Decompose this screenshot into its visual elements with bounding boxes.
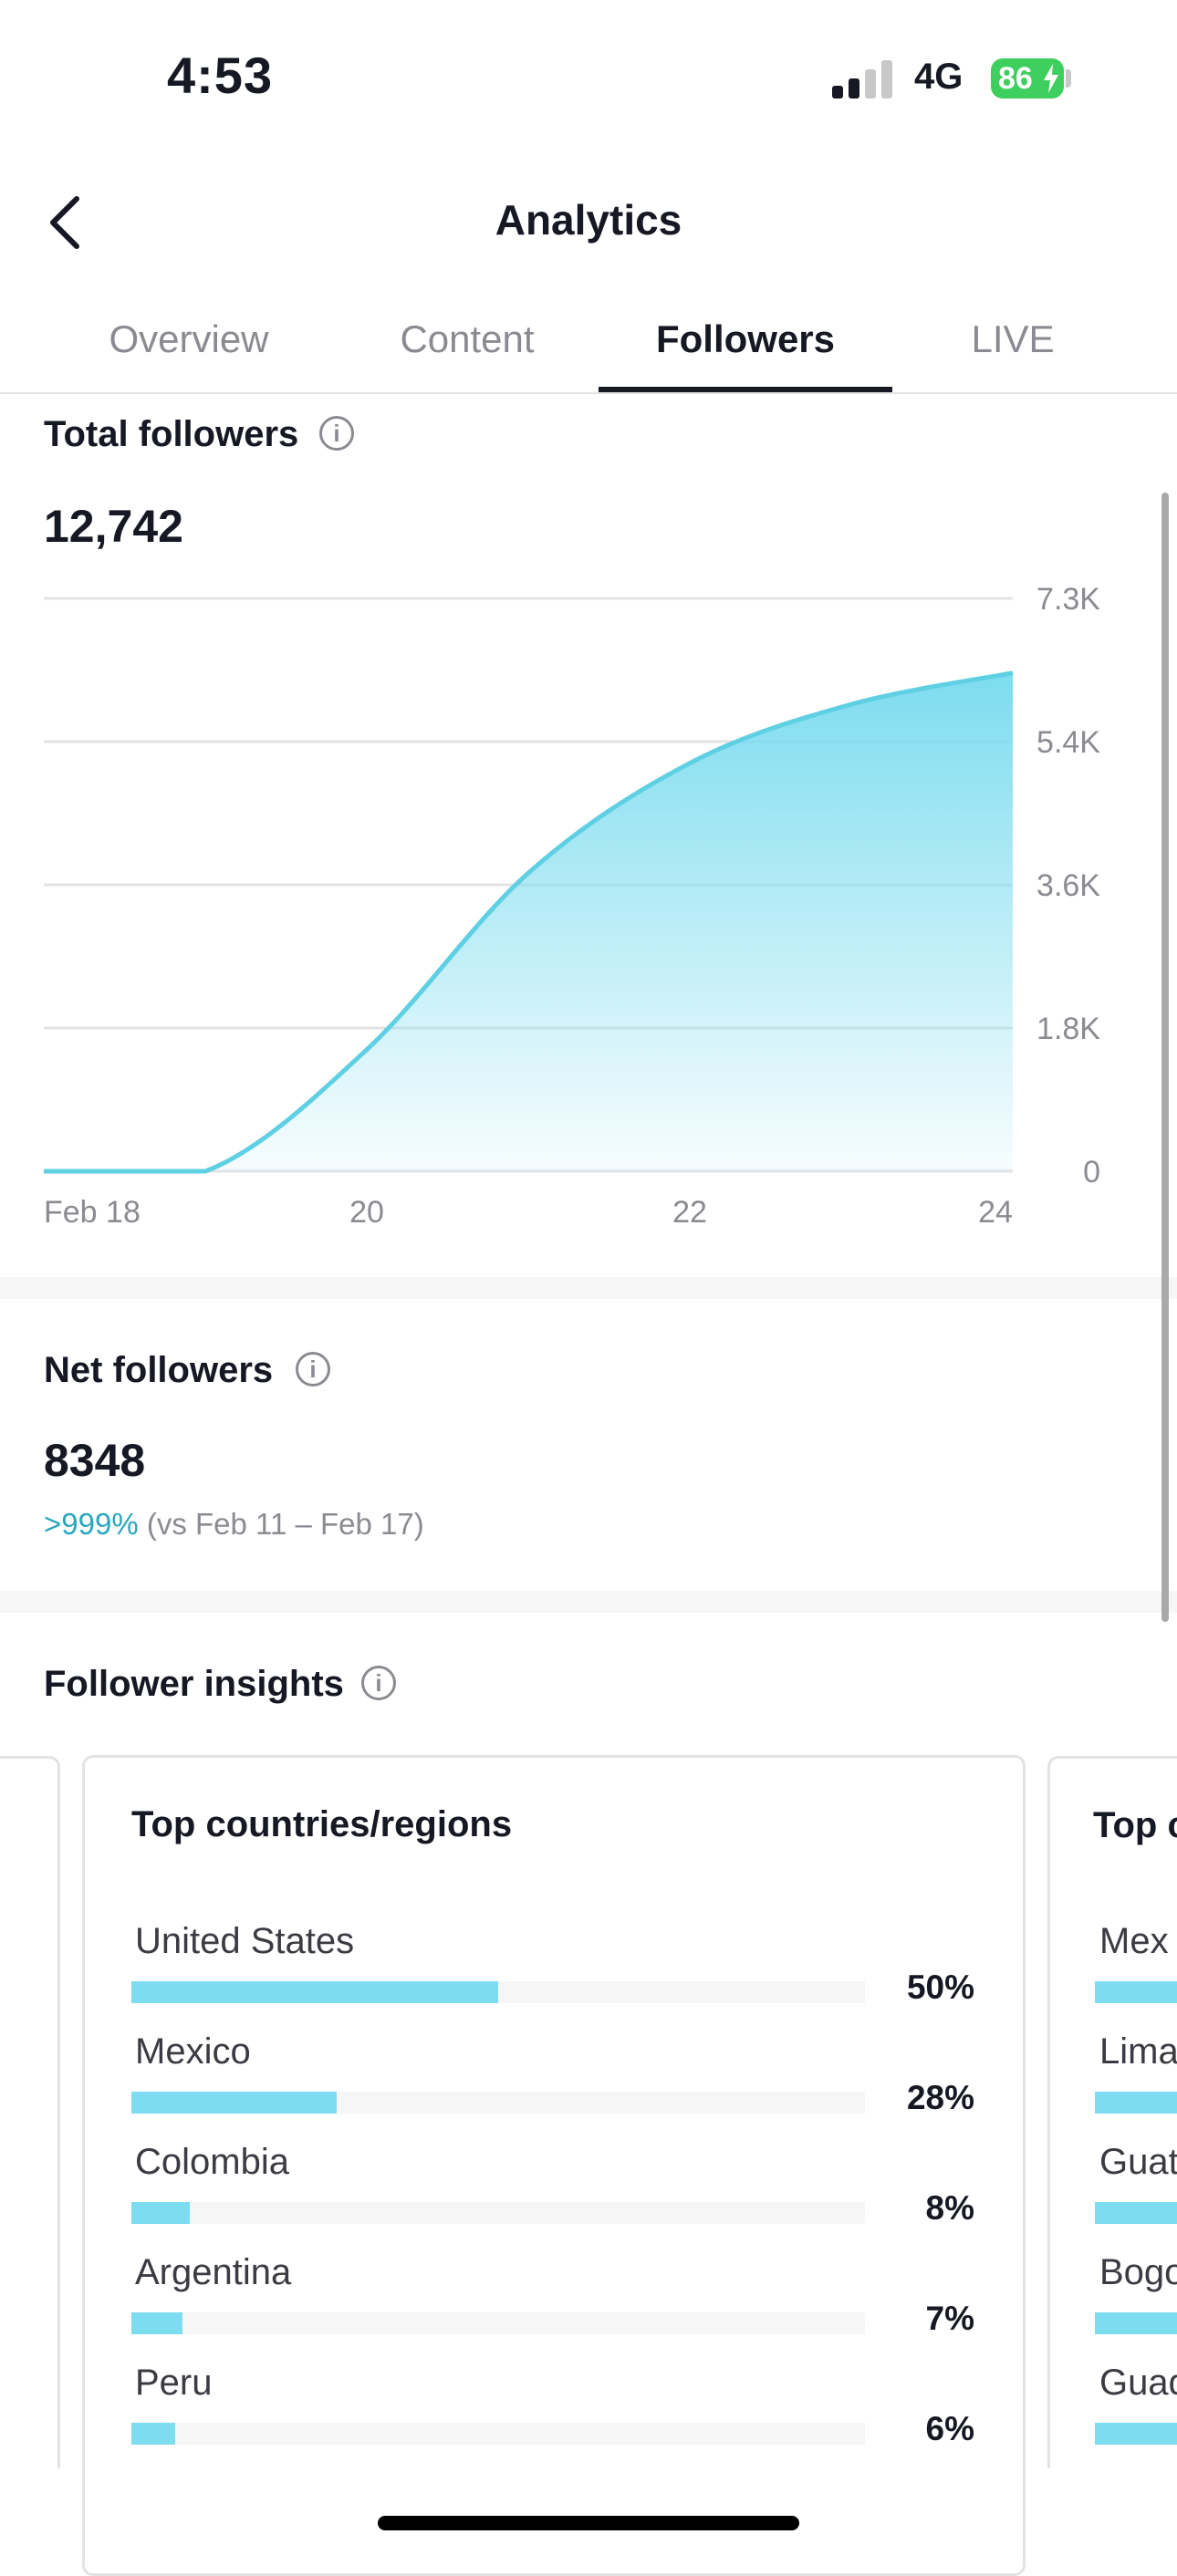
status-time: 4:53	[167, 47, 274, 104]
country-name: Argentina	[135, 2252, 292, 2292]
total-followers-value: 12,742	[44, 501, 183, 552]
country-percent: 28%	[906, 2079, 974, 2116]
x-tick-label: 20	[349, 1195, 384, 1230]
y-tick-label: 3.6K	[1036, 868, 1100, 903]
signal-icon	[832, 60, 896, 99]
city-name: Bogo	[1099, 2252, 1177, 2292]
country-bar-fill	[131, 2312, 182, 2334]
city-bar-fill	[1095, 2202, 1177, 2224]
y-tick-label: 1.8K	[1036, 1012, 1100, 1046]
city-bar-fill	[1095, 2092, 1177, 2114]
top-countries-title: Top countries/regions	[131, 1804, 513, 1844]
top-cities-title: Top c	[1093, 1805, 1177, 1845]
info-icon[interactable]: i	[296, 1352, 330, 1387]
scrollbar[interactable]	[1161, 493, 1169, 1622]
insight-card-previous[interactable]: % % % % %	[0, 1756, 64, 2468]
country-percent: 50%	[906, 1968, 974, 2006]
total-followers-chart: 0 1.8K 3.6K 5.4K 7.3K Feb 18 20 22 24	[44, 582, 1100, 1230]
tab-live[interactable]: LIVE	[971, 317, 1055, 360]
active-tab-indicator	[599, 387, 892, 392]
insight-card-next[interactable]: Top c Mex Lima Guat Bogo Guad	[1047, 1756, 1177, 2468]
total-followers-title: Total followers	[44, 414, 299, 454]
chart-y-axis-labels: 0 1.8K 3.6K 5.4K 7.3K	[1036, 582, 1100, 1189]
x-tick-label: Feb 18	[44, 1195, 141, 1230]
city-name: Guad	[1099, 2363, 1177, 2403]
battery-icon: 86	[991, 58, 1064, 99]
city-bar-fill	[1095, 2312, 1177, 2334]
country-bar-fill	[131, 2092, 337, 2114]
growth-comparison: (vs Feb 11 – Feb 17)	[146, 1507, 424, 1541]
country-name: Peru	[135, 2363, 213, 2403]
charging-bolt-icon	[1044, 64, 1058, 93]
chart-area-fill	[44, 672, 1013, 1171]
country-percent: 6%	[925, 2410, 974, 2447]
section-separator	[0, 1277, 1177, 1299]
tab-content[interactable]: Content	[400, 317, 535, 360]
info-icon[interactable]: i	[361, 1666, 396, 1700]
country-bar-track	[131, 2312, 865, 2334]
battery-cap	[1066, 69, 1071, 88]
tab-overview[interactable]: Overview	[109, 317, 269, 360]
country-bar-fill	[131, 2423, 175, 2445]
info-icon[interactable]: i	[319, 416, 354, 451]
country-name: Colombia	[135, 2142, 289, 2182]
section-separator	[0, 1591, 1177, 1613]
network-type: 4G	[914, 57, 963, 97]
country-bar-fill	[131, 2202, 190, 2224]
city-bar-fill	[1095, 2423, 1177, 2445]
net-followers-growth: >999% (vs Feb 11 – Feb 17)	[44, 1507, 424, 1542]
x-tick-label: 22	[672, 1195, 707, 1230]
city-name: Guat	[1099, 2142, 1177, 2182]
back-arrow-icon[interactable]	[44, 193, 89, 252]
growth-percent: >999%	[44, 1507, 139, 1541]
tab-followers[interactable]: Followers	[655, 317, 836, 360]
chart-x-axis-labels: Feb 18 20 22 24	[44, 1195, 1013, 1230]
country-name: United States	[135, 1921, 355, 1961]
net-followers-value: 8348	[44, 1435, 146, 1486]
city-name: Lima	[1099, 2031, 1177, 2072]
country-percent: 8%	[925, 2189, 974, 2227]
y-tick-label: 5.4K	[1036, 725, 1100, 760]
country-bar-track	[131, 2423, 865, 2445]
tabs-divider	[0, 392, 1177, 394]
net-followers-title: Net followers	[44, 1350, 274, 1390]
home-indicator[interactable]	[378, 2516, 799, 2530]
y-tick-label: 7.3K	[1036, 582, 1100, 617]
x-tick-label: 24	[978, 1195, 1013, 1230]
y-tick-label: 0	[1083, 1155, 1100, 1189]
battery-level: 86	[998, 60, 1033, 96]
page-title: Analytics	[495, 196, 682, 244]
country-percent: 7%	[925, 2300, 974, 2337]
chart-line	[44, 670, 1014, 1174]
country-bar-fill	[131, 1981, 498, 2003]
city-bar-fill	[1095, 1981, 1177, 2003]
country-name: Mexico	[135, 2031, 251, 2072]
city-name: Mex	[1099, 1921, 1169, 1961]
follower-insights-title: Follower insights	[44, 1664, 344, 1704]
country-bar-track	[131, 2202, 865, 2224]
